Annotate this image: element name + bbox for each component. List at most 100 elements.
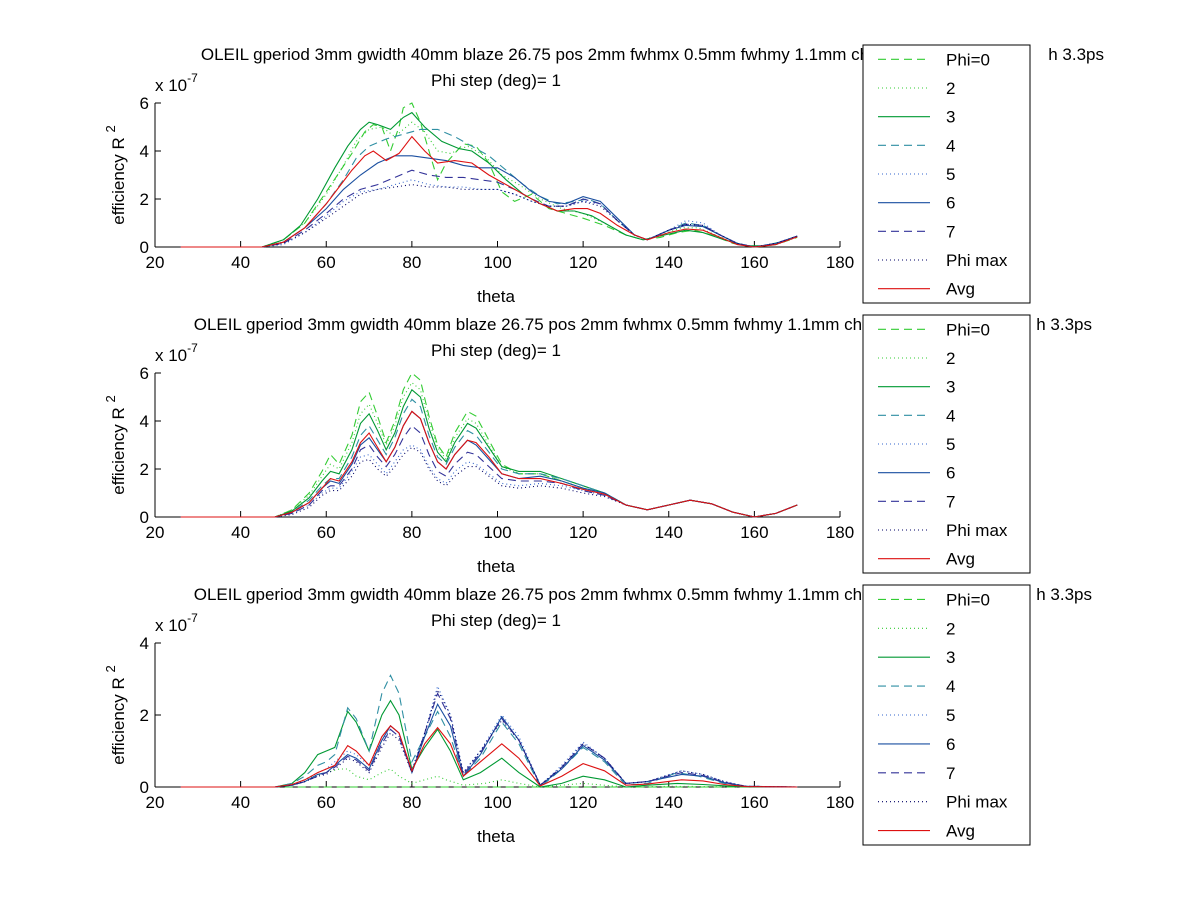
x-tick-label: 80 [402,253,421,272]
y-tick-label: 4 [140,412,149,431]
series-line-4 [180,674,798,788]
x-tick-label: 120 [569,793,597,812]
x-tick-label: 160 [740,253,768,272]
x-tick-label: 80 [402,523,421,542]
series-line-3 [180,111,798,248]
legend-entry: 2 [946,619,955,638]
x-tick-label: 160 [740,793,768,812]
series-line-2 [180,768,798,788]
chart-panel-2: OLEIL gperiod 3mm gwidth 40mm blaze 26.7… [103,314,1092,576]
y-tick-label: 2 [140,460,149,479]
x-axis-label: theta [477,557,515,576]
legend-entry: 4 [946,677,955,696]
legend-entry: 2 [946,79,955,98]
legend-entry: 7 [946,222,955,241]
x-tick-label: 140 [655,253,683,272]
series-line-4 [180,398,798,518]
series-line-9 [180,725,798,788]
legend-entry: Avg [946,550,975,569]
y-axis-label: efficiency R 2 [103,395,128,495]
x-tick-label: 140 [655,523,683,542]
y-tick-label: 4 [140,634,149,653]
series-line-8 [180,184,798,248]
x-tick-label: 20 [146,523,165,542]
y-tick-label: 6 [140,364,149,383]
legend: Phi=0 2 3 4 5 6 7 Phi max Avg [862,584,1031,846]
x-tick-label: 180 [826,523,854,542]
legend-entry: Phi=0 [946,320,990,339]
chart-title: OLEIL gperiod 3mm gwidth 40mm blaze 26.7… [194,585,911,604]
series-line-3 [180,699,798,788]
legend-entry: Phi max [946,521,1008,540]
legend-entry: Avg [946,280,975,299]
legend-entry: Phi max [946,793,1008,812]
x-tick-label: 60 [317,523,336,542]
series-line-9 [180,135,798,248]
y-tick-label: 0 [140,238,149,257]
x-tick-label: 40 [231,793,250,812]
chart-subtitle: Phi step (deg)= 1 [431,341,561,360]
series-line-2 [180,381,798,518]
series-line-7 [180,691,798,788]
legend-entry: 2 [946,349,955,368]
y-axis-label: efficiency R 2 [103,665,128,765]
x-tick-label: 100 [483,253,511,272]
legend-entry: 5 [946,706,955,725]
x-tick-label: 40 [231,253,250,272]
x-axis-label: theta [477,827,515,846]
legend: Phi=0 2 3 4 5 6 7 Phi max Avg [862,314,1031,574]
series-line-8 [180,688,798,788]
legend: Phi=0 2 3 4 5 6 7 Phi max Avg [862,44,1031,304]
x-tick-label: 20 [146,793,165,812]
chart-title-tail: h 3.3ps [1036,315,1092,334]
chart-title: OLEIL gperiod 3mm gwidth 40mm blaze 26.7… [201,45,903,64]
y-tick-label: 2 [140,706,149,725]
legend-entry: 6 [946,194,955,213]
legend-entry: Phi=0 [946,590,990,609]
y-tick-label: 0 [140,778,149,797]
x-tick-label: 180 [826,253,854,272]
series-line-7 [180,424,798,518]
legend-entry: 3 [946,378,955,397]
legend-entry: 4 [946,406,955,425]
x-tick-label: 120 [569,523,597,542]
y-tick-label: 4 [140,142,149,161]
chart-title: OLEIL gperiod 3mm gwidth 40mm blaze 26.7… [194,315,911,334]
legend-entry: Avg [946,822,975,841]
series-line-5 [180,179,798,248]
series-line-6 [180,155,798,248]
x-tick-label: 140 [655,793,683,812]
y-tick-label: 2 [140,190,149,209]
x-tick-label: 60 [317,253,336,272]
exponent-label: x 10-7 [155,611,198,635]
legend-entry: 7 [946,764,955,783]
x-tick-label: 180 [826,793,854,812]
series-line-9 [180,410,798,518]
x-tick-label: 60 [317,793,336,812]
legend-entry: Phi max [946,251,1008,270]
chart-subtitle: Phi step (deg)= 1 [431,611,561,630]
y-tick-label: 6 [140,94,149,113]
legend-entry: 3 [946,648,955,667]
chart-title-tail: h 3.3ps [1036,585,1092,604]
chart-subtitle: Phi step (deg)= 1 [431,71,561,90]
series-line-7 [180,169,798,248]
chart-panel-1: OLEIL gperiod 3mm gwidth 40mm blaze 26.7… [103,44,1104,306]
legend-entry: 3 [946,108,955,127]
x-tick-label: 20 [146,253,165,272]
x-tick-label: 120 [569,253,597,272]
legend-entry: 7 [946,492,955,511]
legend-entry: 6 [946,735,955,754]
y-axis-label: efficiency R 2 [103,125,128,225]
legend-entry: 5 [946,435,955,454]
exponent-label: x 10-7 [155,341,198,365]
x-tick-label: 100 [483,523,511,542]
x-tick-label: 80 [402,793,421,812]
x-tick-label: 40 [231,523,250,542]
series-line-1 [180,372,798,518]
series-line-2 [180,121,798,248]
x-tick-label: 160 [740,523,768,542]
series-line-3 [180,388,798,518]
chart-title-tail: h 3.3ps [1048,45,1104,64]
